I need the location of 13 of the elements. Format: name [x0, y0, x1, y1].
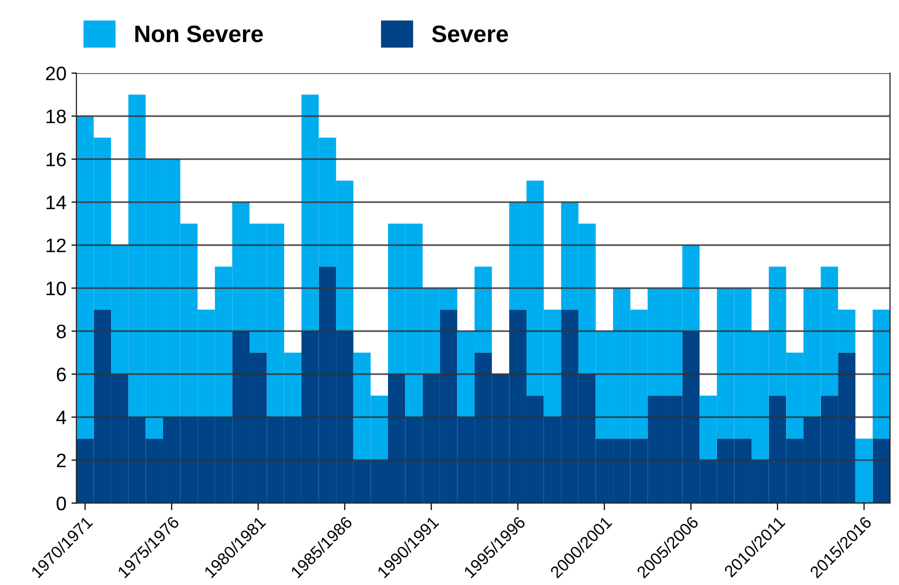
y-tick-label: 6 — [56, 368, 66, 382]
y-tick-label: 4 — [56, 410, 66, 424]
y-tick-label: 16 — [46, 152, 66, 166]
legend-label: Non Severe — [135, 26, 263, 42]
y-tick-label: 18 — [46, 110, 66, 124]
legend-label: Severe — [432, 26, 508, 42]
y-tick-label: 0 — [56, 496, 66, 510]
y-tick-label: 14 — [46, 196, 66, 210]
y-tick-label: 2 — [56, 454, 66, 468]
y-tick-label: 10 — [46, 282, 66, 296]
y-tick-label: 12 — [46, 238, 66, 252]
y-tick-label: 8 — [56, 324, 66, 338]
y-tick-label: 20 — [46, 66, 66, 80]
